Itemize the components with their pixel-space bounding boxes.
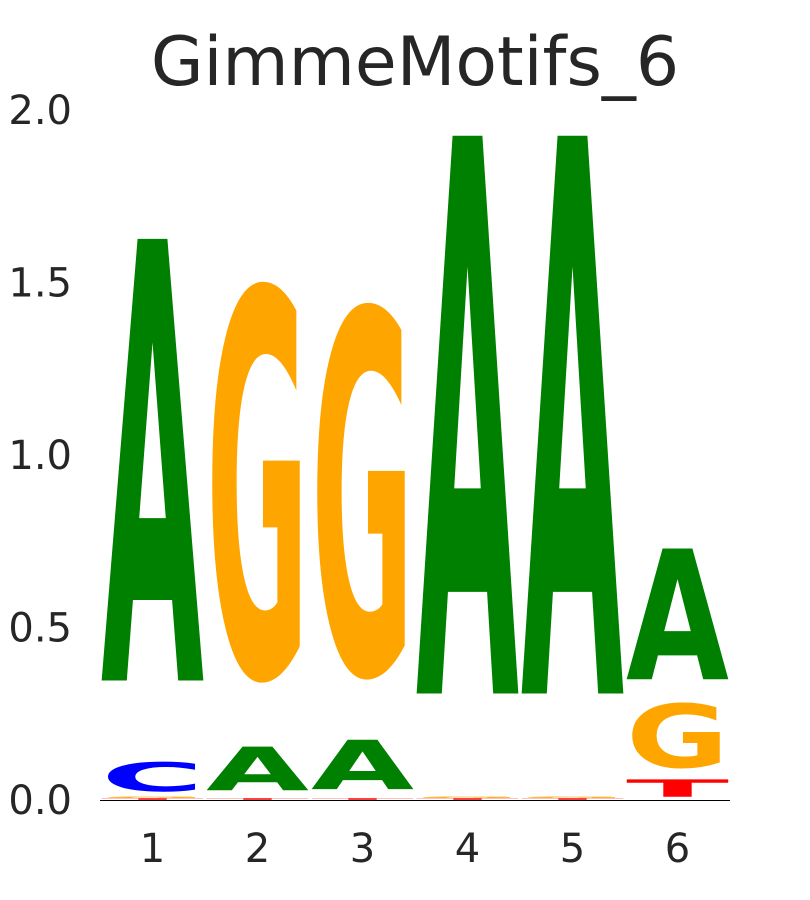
logo-letter-t: T xyxy=(311,798,414,800)
y-tick-label: 2.0 xyxy=(8,88,72,134)
logo-letter-t: T xyxy=(206,798,309,800)
logo-letter-t: T xyxy=(101,798,204,800)
y-tick-label: 0.0 xyxy=(8,778,72,824)
x-tick-label: 4 xyxy=(455,826,480,872)
logo-letter-c: C xyxy=(101,754,204,800)
logo-letter-g: G xyxy=(311,210,414,790)
logo-letter-g: G xyxy=(206,184,309,801)
logo-letter-t: T xyxy=(626,775,729,803)
logo-letter-a: A xyxy=(626,513,729,722)
y-axis: 0.0 0.5 1.0 1.5 2.0 xyxy=(8,88,72,824)
logo-letter-g: G xyxy=(101,796,204,798)
logo-letter-a: A xyxy=(206,735,309,805)
logo-letter-a: A xyxy=(101,120,205,824)
x-tick-label: 5 xyxy=(560,826,585,872)
x-axis: 1 2 3 4 5 6 xyxy=(140,826,690,872)
logo-letter-a: A xyxy=(416,0,520,875)
logo-letter-a: A xyxy=(521,0,625,875)
logo-letter-t: T xyxy=(416,798,519,800)
chart-title: GimmeMotifs_6 xyxy=(151,23,679,102)
y-tick-label: 0.5 xyxy=(8,606,72,652)
x-tick-label: 6 xyxy=(665,826,690,872)
x-tick-label: 1 xyxy=(140,826,165,872)
logo-letter-t: T xyxy=(521,798,624,800)
logo-letter-g: G xyxy=(626,686,729,788)
logo-letter-a: A xyxy=(311,726,414,805)
y-tick-label: 1.0 xyxy=(8,433,72,479)
logo-letter-g: G xyxy=(416,796,519,798)
x-tick-label: 3 xyxy=(350,826,375,872)
y-tick-label: 1.5 xyxy=(8,261,72,307)
x-tick-label: 2 xyxy=(245,826,270,872)
logo-letter-g: G xyxy=(521,796,624,798)
